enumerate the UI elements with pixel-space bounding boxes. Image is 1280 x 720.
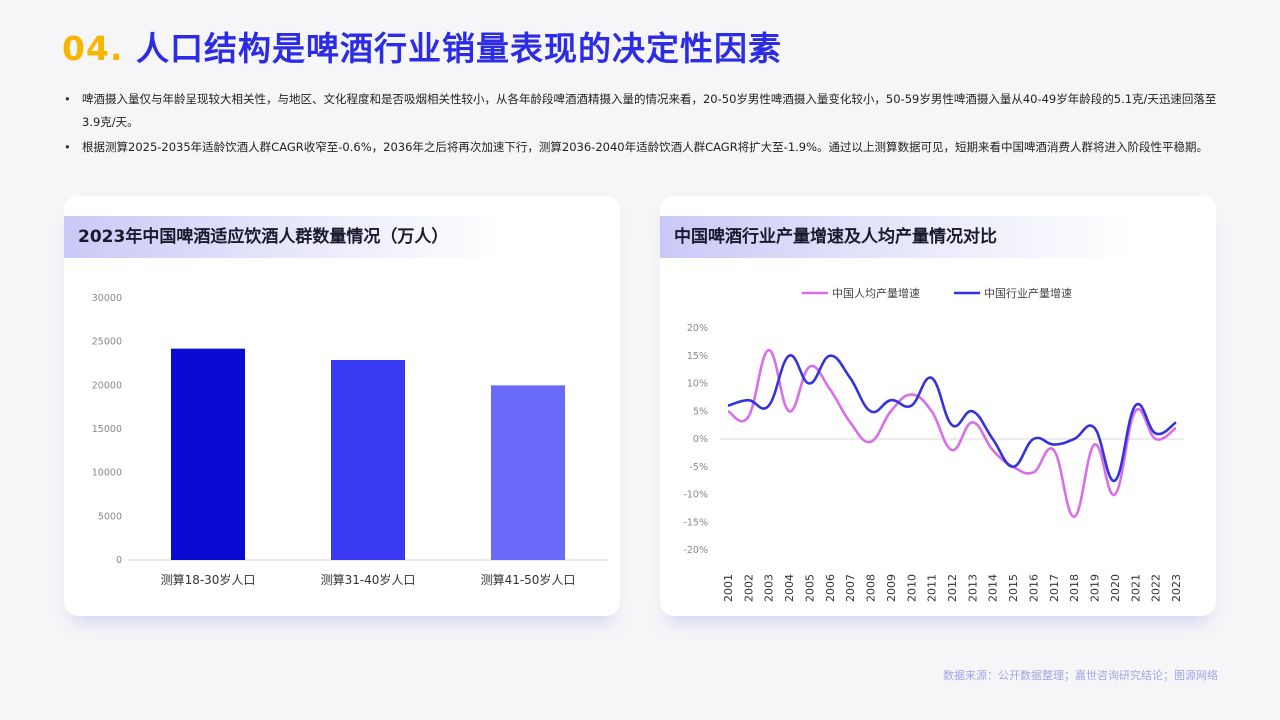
y-tick-label: 15000: [92, 424, 122, 435]
line-chart: 20% 15% 10% 5% 0% -5% -10% -15% -20% 2001 2002 2003…: [683, 286, 1184, 602]
y-tick-label: 15%: [687, 351, 708, 362]
bullet-item: 根据测算2025-2035年适龄饮酒人群CAGR收窄至-0.6%，2036年之后…: [64, 136, 1224, 159]
x-tick-label: 2019: [1089, 574, 1102, 602]
bar-chart-title: 2023年中国啤酒适应饮酒人群数量情况（万人）: [64, 216, 504, 258]
x-tick-label: 2012: [946, 574, 959, 602]
y-tick-label: 0: [116, 555, 122, 566]
bar: [491, 385, 565, 560]
x-tick-label: 测算31-40岁人口: [321, 572, 416, 587]
data-source-note: 数据来源：公开数据整理；嘉世咨询研究结论；图源网络: [943, 669, 1218, 682]
y-tick-label: 5000: [98, 511, 122, 522]
legend-label: 中国人均产量增速: [832, 286, 920, 300]
y-tick-label: -10%: [683, 490, 708, 501]
legend-item: 中国人均产量增速: [802, 286, 920, 300]
legend-item: 中国行业产量增速: [954, 286, 1072, 300]
summary-bullets: 啤酒摄入量仅与年龄呈现较大相关性，与地区、文化程度和是否吸烟相关性较小，从各年龄…: [64, 88, 1224, 161]
y-tick-label: 30000: [92, 293, 122, 304]
x-tick-label: 2016: [1027, 574, 1040, 602]
x-tick-label: 测算41-50岁人口: [481, 572, 576, 587]
x-tick-label: 2008: [865, 574, 878, 602]
section-number: 04.: [62, 29, 124, 68]
x-tick-label: 2017: [1048, 574, 1061, 602]
x-tick-label: 2022: [1150, 574, 1163, 602]
line-chart-card: 中国啤酒行业产量增速及人均产量情况对比 20% 15% 10% 5% 0% -5% -10%…: [660, 196, 1216, 616]
y-tick-label: 20000: [92, 380, 122, 391]
x-tick-label: 2014: [987, 574, 1000, 602]
y-tick-label: 20%: [687, 323, 708, 334]
x-tick-label: 2005: [803, 574, 816, 602]
x-tick-label: 2011: [926, 574, 939, 602]
y-tick-label: -20%: [683, 545, 708, 556]
y-tick-label: -15%: [683, 517, 708, 528]
section-title: 人口结构是啤酒行业销量表现的决定性因素: [135, 29, 782, 68]
series-line: [727, 348, 1177, 519]
page-title: 04. 人口结构是啤酒行业销量表现的决定性因素: [62, 22, 782, 70]
bullet-item: 啤酒摄入量仅与年龄呈现较大相关性，与地区、文化程度和是否吸烟相关性较小，从各年龄…: [64, 88, 1224, 134]
line-chart-title: 中国啤酒行业产量增速及人均产量情况对比: [660, 216, 1130, 258]
x-tick-label: 2006: [824, 574, 837, 602]
x-tick-label: 2020: [1109, 574, 1122, 602]
y-tick-label: 0%: [693, 434, 708, 445]
x-tick-label: 2001: [722, 574, 735, 602]
series-line: [727, 354, 1177, 482]
x-tick-label: 测算18-30岁人口: [161, 572, 256, 587]
x-tick-label: 2002: [742, 574, 755, 602]
y-tick-label: 10%: [687, 379, 708, 390]
x-tick-label: 2013: [966, 574, 979, 602]
x-tick-label: 2021: [1129, 574, 1142, 602]
x-tick-label: 2010: [905, 574, 918, 602]
x-tick-label: 2015: [1007, 574, 1020, 602]
bar-chart-card: 2023年中国啤酒适应饮酒人群数量情况（万人） 0 5000 10000 15000 2…: [64, 196, 620, 616]
y-tick-label: 10000: [92, 468, 122, 479]
bar: [171, 348, 245, 560]
x-tick-label: 2003: [763, 574, 776, 602]
bar: [331, 360, 405, 560]
x-tick-label: 2007: [844, 574, 857, 602]
y-tick-label: 5%: [693, 406, 708, 417]
y-tick-label: 25000: [92, 337, 122, 348]
x-tick-label: 2009: [885, 574, 898, 602]
x-tick-label: 2023: [1170, 574, 1183, 602]
x-tick-label: 2018: [1068, 574, 1081, 602]
legend-label: 中国行业产量增速: [984, 286, 1072, 300]
x-tick-label: 2004: [783, 574, 796, 602]
y-tick-label: -5%: [690, 462, 709, 473]
bar-chart: 0 5000 10000 15000 20000 25000 30000 测算18-30岁人口…: [92, 293, 608, 587]
